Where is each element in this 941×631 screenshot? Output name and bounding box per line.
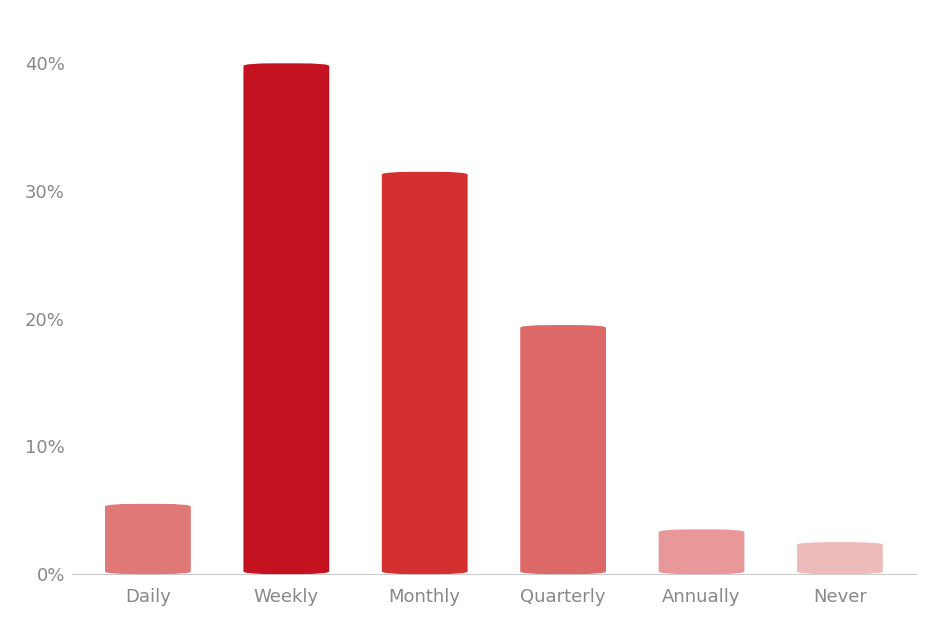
FancyBboxPatch shape xyxy=(105,504,191,574)
FancyBboxPatch shape xyxy=(659,529,744,574)
FancyBboxPatch shape xyxy=(244,63,329,574)
FancyBboxPatch shape xyxy=(797,542,883,574)
FancyBboxPatch shape xyxy=(520,325,606,574)
FancyBboxPatch shape xyxy=(382,172,468,574)
